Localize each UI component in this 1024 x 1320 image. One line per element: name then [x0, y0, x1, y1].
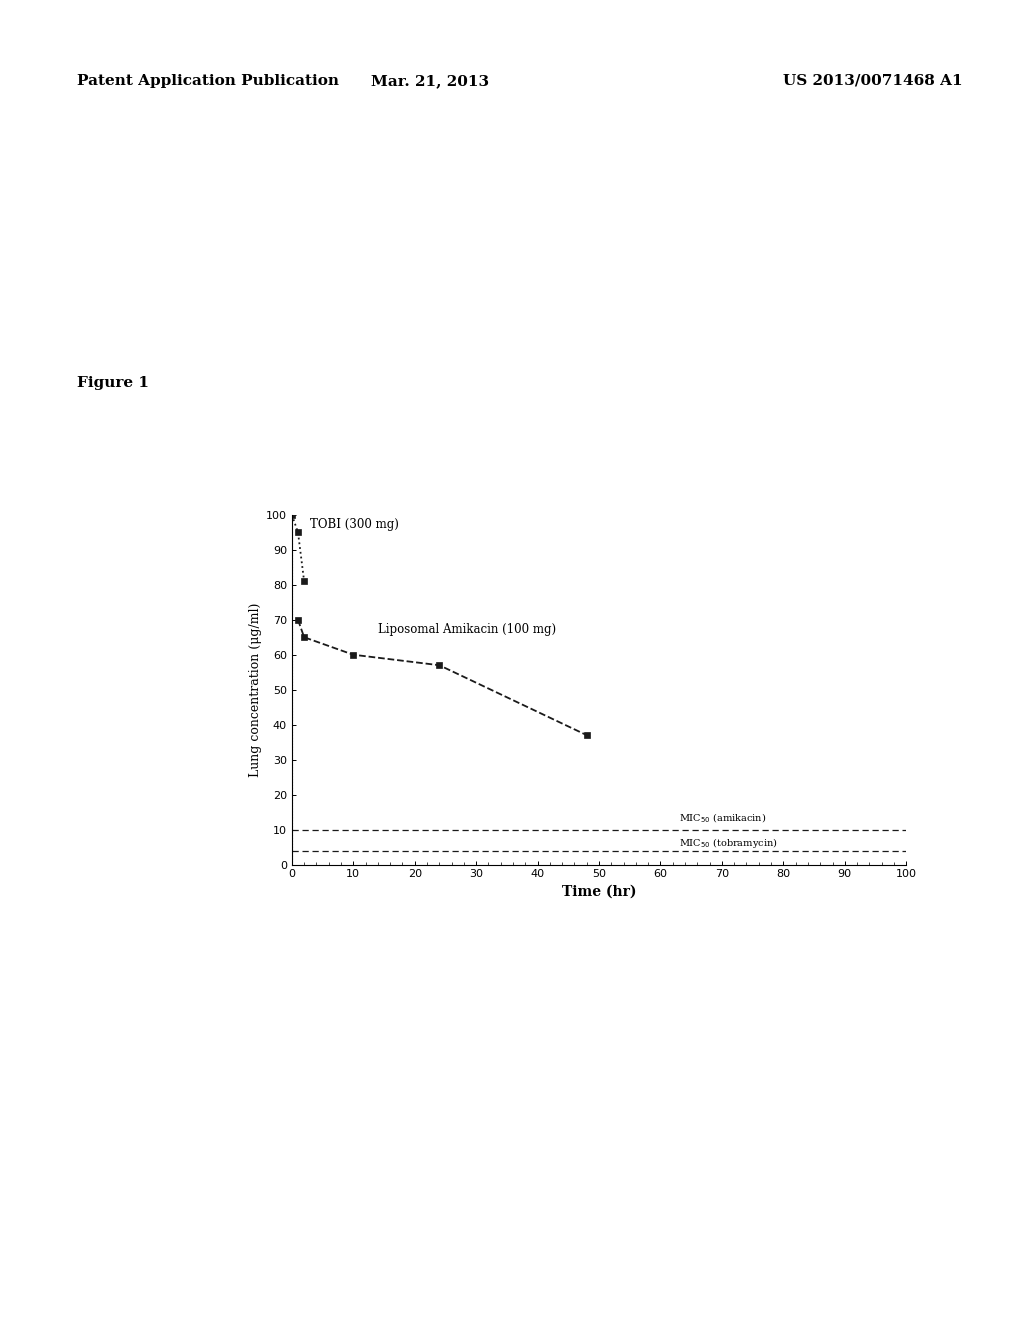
- Text: Mar. 21, 2013: Mar. 21, 2013: [371, 74, 489, 88]
- Text: TOBI (300 mg): TOBI (300 mg): [310, 519, 399, 531]
- X-axis label: Time (hr): Time (hr): [562, 884, 636, 899]
- Text: US 2013/0071468 A1: US 2013/0071468 A1: [783, 74, 963, 88]
- Text: MIC$_{50}$ (amikacin): MIC$_{50}$ (amikacin): [679, 812, 766, 825]
- Text: Liposomal Amikacin (100 mg): Liposomal Amikacin (100 mg): [378, 623, 556, 636]
- Text: Patent Application Publication: Patent Application Publication: [77, 74, 339, 88]
- Y-axis label: Lung concentration (μg/ml): Lung concentration (μg/ml): [249, 602, 262, 777]
- Text: MIC$_{50}$ (tobramycin): MIC$_{50}$ (tobramycin): [679, 836, 777, 850]
- Text: Figure 1: Figure 1: [77, 376, 148, 391]
